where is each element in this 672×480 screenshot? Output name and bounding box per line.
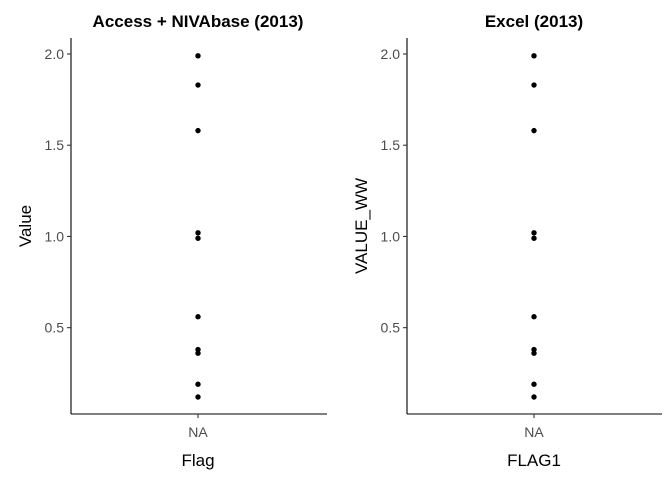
data-point <box>195 230 201 236</box>
x-ticks: NA <box>188 414 208 440</box>
y-tick-label: 1.0 <box>45 228 65 244</box>
y-tick-label: 0.5 <box>45 320 65 336</box>
y-axis-label: VALUE_WW <box>352 178 371 274</box>
x-tick-label: NA <box>524 424 544 440</box>
data-point <box>531 314 537 320</box>
chart-title: Excel (2013) <box>485 12 583 31</box>
panel-right: Excel (2013) 0.5 1.0 1.5 2.0 NA FLAG1 VALUE… <box>352 12 662 470</box>
data-point <box>531 381 537 387</box>
data-point <box>195 235 201 241</box>
points <box>195 53 201 400</box>
y-tick-label: 2.0 <box>381 46 401 62</box>
y-tick-label: 0.5 <box>381 320 401 336</box>
data-point <box>195 394 201 400</box>
y-tick-label: 2.0 <box>45 46 65 62</box>
y-tick-label: 1.5 <box>381 137 401 153</box>
x-axis-label: Flag <box>181 451 214 470</box>
data-point <box>531 82 537 88</box>
data-point <box>531 394 537 400</box>
y-axis-label: Value <box>16 205 35 247</box>
y-tick-label: 1.0 <box>381 228 401 244</box>
data-point <box>195 82 201 88</box>
panel-left: Access + NIVAbase (2013) 0.5 1.0 1.5 2.0 NA… <box>16 12 327 470</box>
data-point <box>531 235 537 241</box>
data-point <box>195 350 201 356</box>
data-point <box>195 314 201 320</box>
data-point <box>195 53 201 59</box>
points <box>531 53 537 400</box>
y-tick-label: 1.5 <box>45 137 65 153</box>
chart-title: Access + NIVAbase (2013) <box>93 12 304 31</box>
data-point <box>531 230 537 236</box>
data-point <box>195 127 201 134</box>
data-point <box>531 127 537 134</box>
data-point <box>195 381 201 387</box>
data-point <box>531 350 537 356</box>
x-tick-label: NA <box>188 424 208 440</box>
x-ticks: NA <box>524 414 544 440</box>
data-point <box>531 53 537 59</box>
y-ticks: 0.5 1.0 1.5 2.0 <box>381 46 407 336</box>
x-axis-label: FLAG1 <box>507 451 561 470</box>
y-ticks: 0.5 1.0 1.5 2.0 <box>45 46 71 336</box>
